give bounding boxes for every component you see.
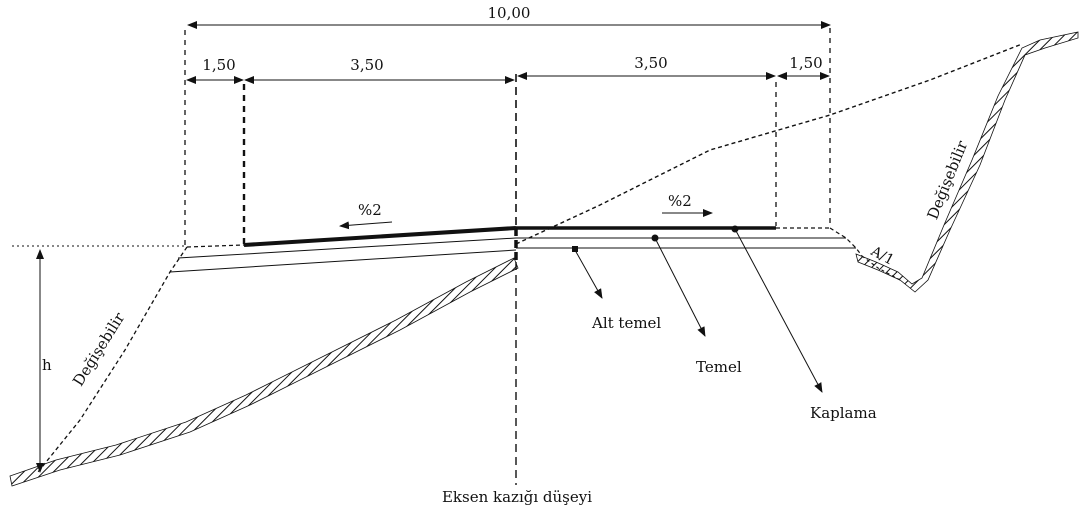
dimension-left-lane: 3,50: [244, 56, 515, 84]
slope-right-indicator: %2: [662, 192, 713, 217]
original-ground-line: [515, 43, 1023, 245]
axis-label: Eksen kazığı düşeyi: [442, 488, 592, 506]
variable-slopes: [37, 246, 901, 473]
height-label: h: [42, 356, 52, 374]
callout-surface: Kaplama: [731, 225, 877, 422]
slope-left-label: %2: [358, 201, 382, 219]
dimension-left-shoulder: 1,50: [186, 56, 244, 84]
dimension-right-shoulder: 1,50: [777, 54, 830, 80]
callout-subbase: Alt temel: [572, 246, 661, 332]
ground-hatch-right: [855, 31, 1079, 293]
dimension-total: 10,00: [187, 4, 831, 29]
dimension-total-label: 10,00: [488, 4, 531, 22]
slope-left-indicator: %2: [339, 201, 393, 230]
callout-base: Temel: [651, 234, 742, 376]
right-slope-join: [861, 255, 901, 281]
left-cut-slope: [37, 246, 188, 473]
base-left: [177, 237, 517, 259]
dimension-right-lane-label: 3,50: [634, 54, 667, 72]
subbase-left: [169, 249, 517, 273]
ground-hatch-left: [9, 257, 519, 487]
dimension-left-shoulder-label: 1,50: [202, 56, 235, 74]
right-slope-edge: [829, 227, 863, 257]
dimension-right-lane: 3,50: [517, 54, 776, 80]
surface-label: Kaplama: [810, 404, 877, 422]
dimension-left-lane-label: 3,50: [350, 56, 383, 74]
shoulder-left: [186, 244, 245, 248]
variable-left-label: Değişebilir: [69, 309, 129, 390]
extension-lines: [184, 28, 831, 246]
slope-right-label: %2: [668, 192, 692, 210]
height-dimension: h: [36, 249, 52, 473]
subbase-label: Alt temel: [591, 314, 661, 332]
dimension-right-shoulder-label: 1,50: [789, 54, 822, 72]
natural-ground: [9, 31, 1079, 487]
base-label: Temel: [696, 358, 742, 376]
surface-left: [243, 226, 517, 247]
